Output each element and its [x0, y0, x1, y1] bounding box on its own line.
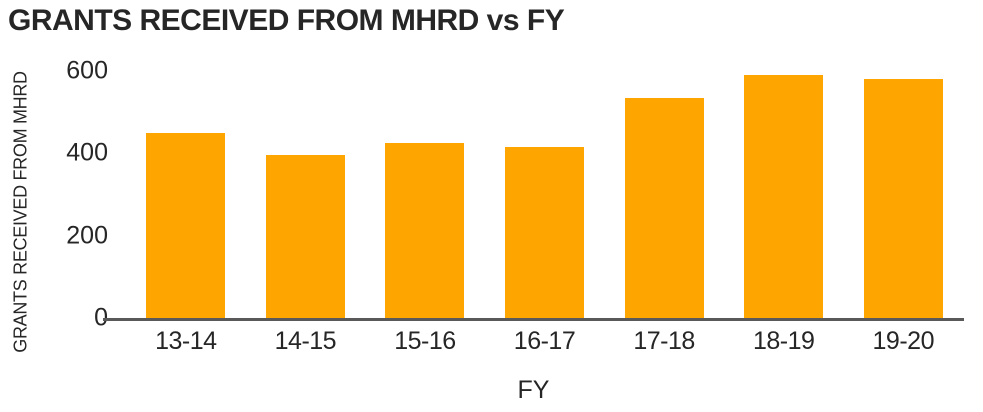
bar-slot [724, 71, 844, 318]
bar-slot [843, 71, 963, 318]
bar-15-16 [385, 143, 465, 318]
x-axis-tick-labels: 13-14 14-15 15-16 16-17 17-18 18-19 19-20 [126, 327, 963, 356]
bar-19-20 [863, 79, 943, 318]
x-tick-label: 15-16 [394, 327, 456, 355]
x-tick-label: 17-18 [633, 327, 695, 355]
bar-slot [126, 71, 246, 318]
x-tick-label: 14-15 [274, 327, 337, 355]
plot-area [126, 71, 963, 318]
bar-slot [365, 71, 485, 318]
bar-14-15 [265, 155, 345, 318]
bar-18-19 [744, 75, 824, 318]
y-tick-label: 0 [94, 303, 108, 332]
bar-17-18 [624, 97, 704, 318]
x-axis-line [103, 318, 964, 321]
bar-13-14 [146, 132, 226, 318]
bar-16-17 [505, 147, 585, 318]
x-tick-label: 19-20 [872, 327, 935, 355]
bar-slot [246, 71, 366, 318]
chart-title: GRANTS RECEIVED FROM MHRD vs FY [8, 4, 565, 37]
y-tick-label: 600 [66, 56, 108, 85]
x-tick-label: 16-17 [513, 327, 576, 355]
y-tick-label: 400 [66, 138, 108, 167]
x-axis-title: FY [517, 376, 550, 404]
bar-slot [604, 71, 724, 318]
y-tick-label: 200 [66, 221, 108, 250]
bar-slot [485, 71, 605, 318]
x-tick-label: 13-14 [155, 327, 217, 355]
x-tick-label: 18-19 [752, 327, 815, 355]
